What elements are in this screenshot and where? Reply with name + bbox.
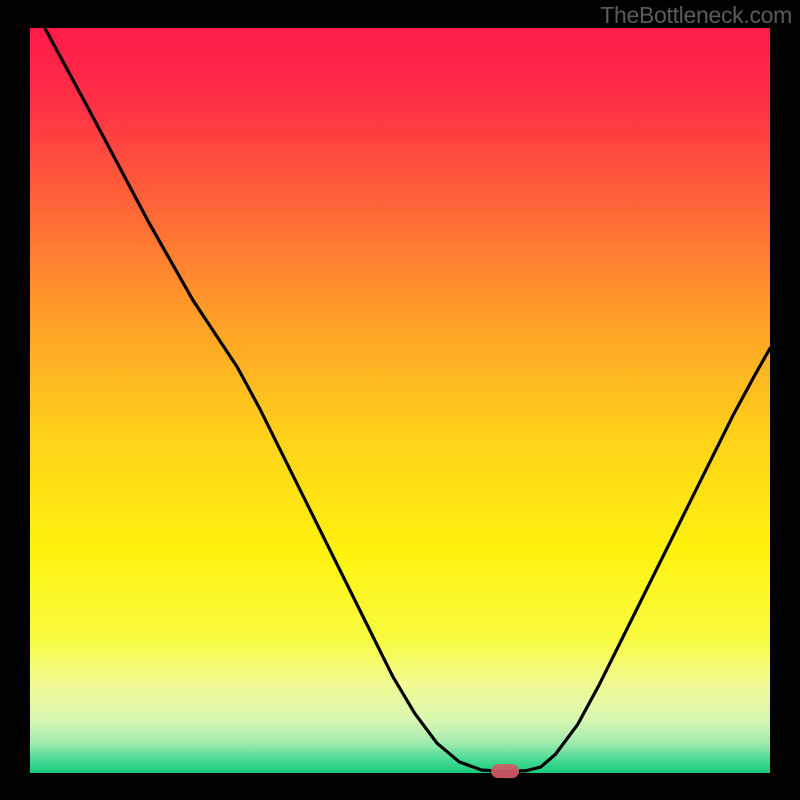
plot-background	[30, 28, 770, 773]
optimal-marker	[491, 764, 519, 778]
watermark-text: TheBottleneck.com	[600, 2, 792, 29]
chart-container: TheBottleneck.com	[0, 0, 800, 800]
bottleneck-chart	[0, 0, 800, 800]
